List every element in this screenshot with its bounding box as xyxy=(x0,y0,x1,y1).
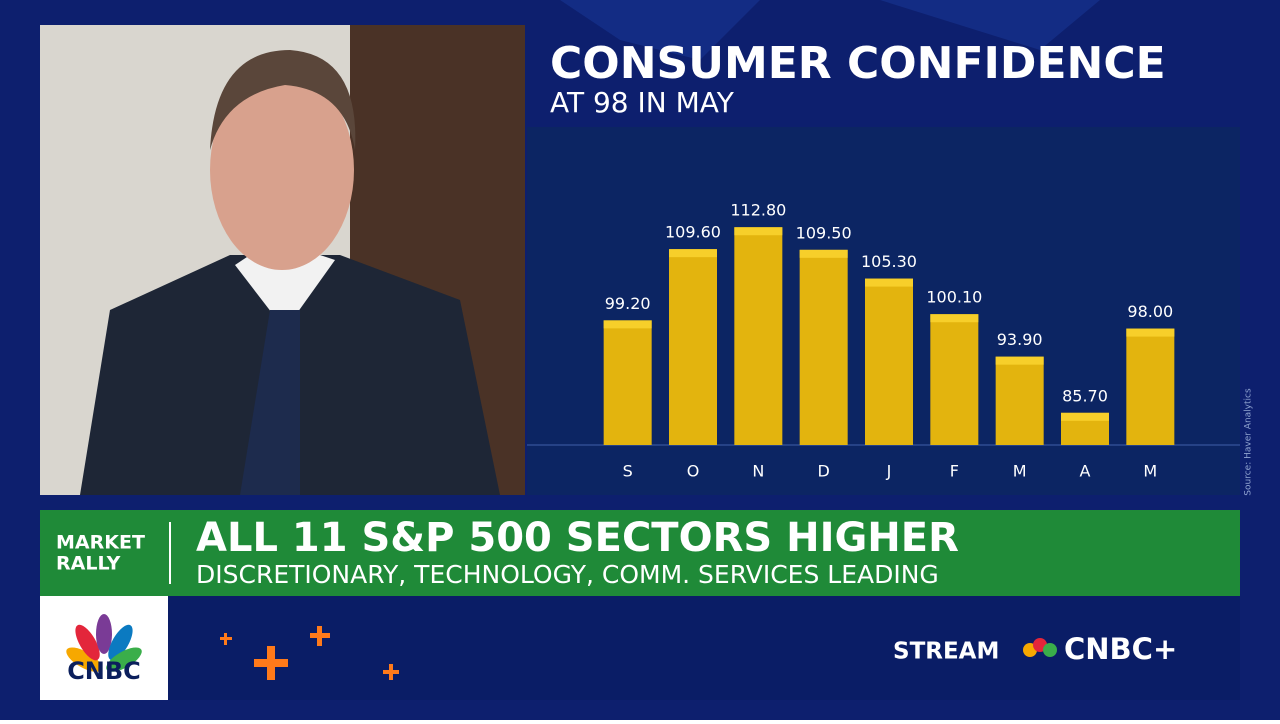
bar xyxy=(865,278,913,445)
x-tick-label: D xyxy=(818,462,830,481)
bar xyxy=(603,320,652,445)
value-label: 85.70 xyxy=(1062,386,1108,405)
bar-cap xyxy=(799,249,848,258)
value-label: 112.80 xyxy=(730,201,786,220)
chart-subtitle: AT 98 IN MAY xyxy=(550,86,735,119)
bar xyxy=(734,227,783,445)
source-note: Source: Haver Analytics xyxy=(1244,388,1254,496)
bar xyxy=(799,249,848,445)
bar-cap xyxy=(603,320,652,329)
bar-cap xyxy=(865,278,913,287)
bar-cap xyxy=(1061,412,1109,421)
value-label: 98.00 xyxy=(1127,302,1173,321)
stream-label: STREAM xyxy=(893,639,999,665)
headline: ALL 11 S&P 500 SECTORS HIGHER xyxy=(196,515,959,561)
bars: S 99.20 O 109.60 N 112.80 D 109.50 J 105.30 F 100.1… xyxy=(603,201,1175,481)
shirt xyxy=(235,255,335,330)
chart-title: CONSUMER CONFIDENCE xyxy=(550,38,1166,89)
bg-shape xyxy=(880,0,1100,50)
bar xyxy=(669,249,717,445)
hair xyxy=(210,50,356,150)
bar-cap xyxy=(734,227,783,236)
banner-tag: MARKET xyxy=(56,532,145,554)
peacock xyxy=(66,614,142,672)
bar xyxy=(1126,328,1175,445)
x-tick-label: M xyxy=(1143,462,1157,481)
value-label: 105.30 xyxy=(861,252,917,271)
bar xyxy=(930,314,979,445)
footer-band xyxy=(168,596,1240,700)
decor-plus xyxy=(220,626,399,680)
x-tick-label: M xyxy=(1013,462,1027,481)
x-tick-label: J xyxy=(886,462,892,481)
tie xyxy=(240,310,300,495)
value-label: 100.10 xyxy=(926,288,982,307)
bar-cap xyxy=(995,356,1044,365)
logo-text: CNBC xyxy=(67,657,141,685)
subline: DISCRETIONARY, TECHNOLOGY, COMM. SERVICE… xyxy=(196,560,939,589)
bar-cap xyxy=(669,249,717,258)
value-label: 93.90 xyxy=(997,330,1043,349)
x-tick-label: F xyxy=(950,462,959,481)
x-tick-label: A xyxy=(1080,462,1091,481)
x-tick-label: N xyxy=(752,462,764,481)
video-feed xyxy=(40,25,525,495)
brand-peacock xyxy=(1023,638,1057,657)
bar xyxy=(995,356,1044,445)
value-label: 99.20 xyxy=(605,294,651,313)
bar-cap xyxy=(1126,328,1175,337)
head xyxy=(210,70,354,270)
banner xyxy=(40,510,1240,596)
x-tick-label: S xyxy=(623,462,633,481)
bg-shape xyxy=(560,0,760,60)
banner-tag: RALLY xyxy=(56,553,121,575)
bar-cap xyxy=(930,314,979,323)
value-label: 109.50 xyxy=(796,223,852,242)
x-tick-label: O xyxy=(687,462,700,481)
value-label: 109.60 xyxy=(665,223,721,242)
brand-label: CNBC+ xyxy=(1064,632,1177,666)
